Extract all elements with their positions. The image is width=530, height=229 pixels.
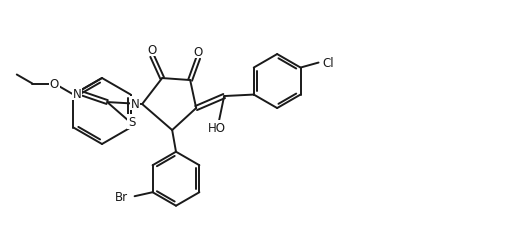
Text: O: O	[193, 45, 203, 58]
Text: N: N	[131, 97, 139, 110]
Text: O: O	[50, 78, 59, 91]
Text: Br: Br	[115, 190, 128, 203]
Text: O: O	[147, 43, 157, 56]
Text: S: S	[128, 115, 135, 128]
Text: HO: HO	[208, 121, 226, 134]
Text: N: N	[73, 87, 81, 100]
Text: Cl: Cl	[323, 57, 334, 70]
